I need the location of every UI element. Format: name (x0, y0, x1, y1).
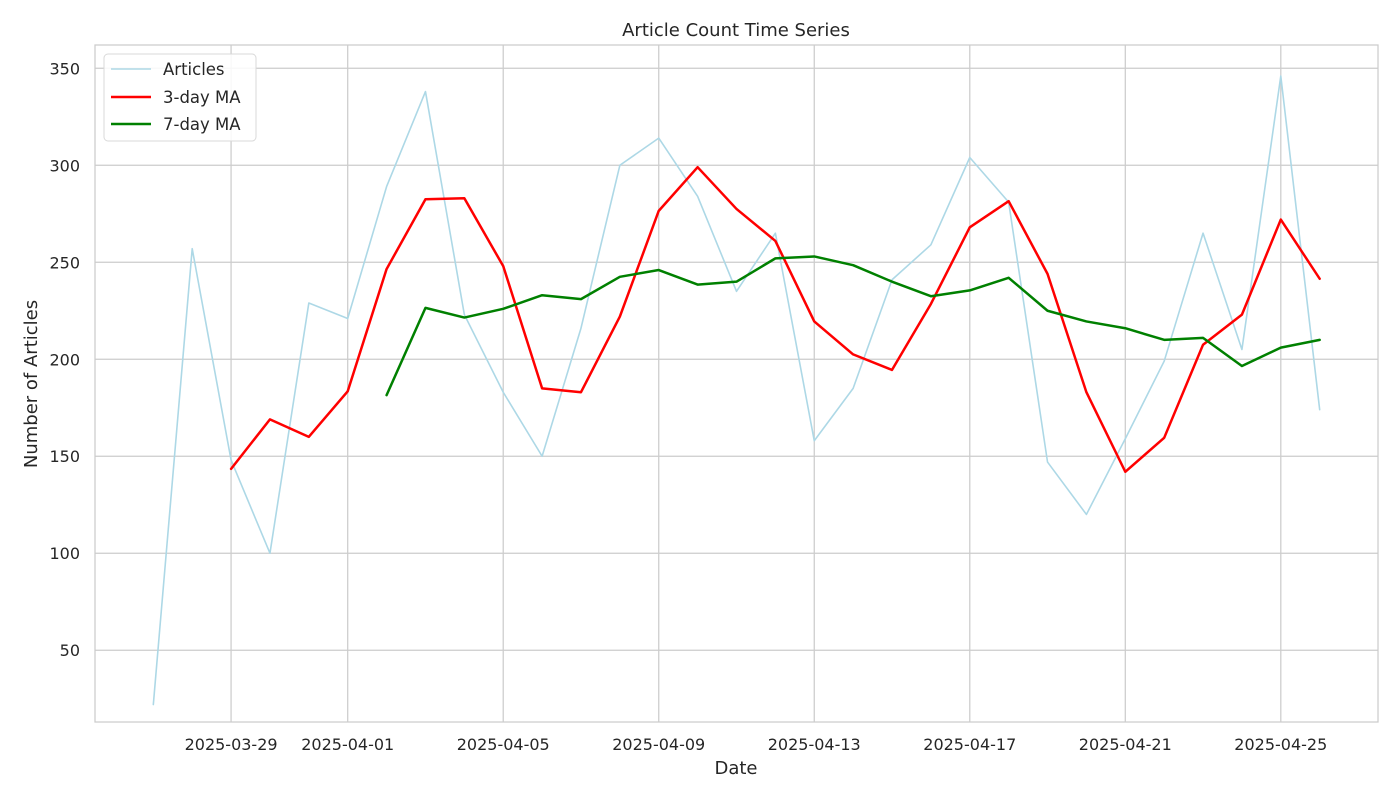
y-tick-label: 150 (49, 447, 80, 466)
legend-label-articles: Articles (163, 60, 225, 79)
y-tick-label: 50 (60, 641, 80, 660)
x-axis-label: Date (714, 758, 757, 779)
y-tick-label: 300 (49, 156, 80, 175)
series-line-articles (152, 75, 1321, 706)
x-tick-label: 2025-04-01 (301, 735, 394, 754)
x-tick-label: 2025-04-13 (768, 735, 861, 754)
y-axis-label: Number of Articles (21, 300, 42, 468)
x-tick-label: 2025-04-17 (923, 735, 1016, 754)
tick-layer: 50 100 150 200 250 300 350 2025-03-29 2025-04-01… (49, 59, 1327, 754)
plot-frame (94, 44, 1379, 723)
y-tick-label: 100 (49, 544, 80, 563)
x-tick-label: 2025-04-05 (457, 735, 550, 754)
series-layer (152, 75, 1321, 706)
series-line-3-day-ma (229, 165, 1321, 474)
x-tick-label: 2025-04-25 (1234, 735, 1327, 754)
legend-box (103, 53, 257, 142)
y-tick-label: 200 (49, 350, 80, 369)
x-tick-label: 2025-03-29 (185, 735, 278, 754)
y-tick-label: 350 (49, 59, 80, 78)
x-tick-label: 2025-04-09 (612, 735, 705, 754)
grid (95, 45, 1378, 722)
legend-label-7-day-ma: 7-day MA (163, 115, 241, 134)
y-tick-label: 250 (49, 253, 80, 272)
x-tick-label: 2025-04-21 (1079, 735, 1172, 754)
legend-label-3-day-ma: 3-day MA (163, 88, 241, 107)
chart-title: Article Count Time Series (622, 20, 850, 41)
series-line-7-day-ma (385, 255, 1321, 397)
legend: Articles 3-day MA 7-day MA (103, 53, 257, 142)
